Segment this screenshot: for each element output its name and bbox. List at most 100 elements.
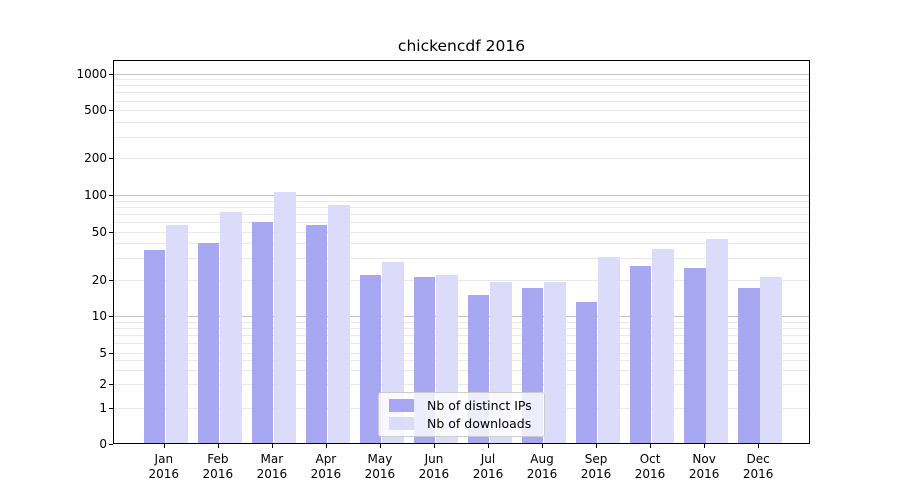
grid-line-minor (114, 370, 809, 372)
bar-downloads (274, 191, 296, 444)
y-tick-label: 0 (99, 436, 107, 451)
x-tick-year: 2016 (202, 467, 234, 481)
x-tick-label: Feb 2016 (188, 452, 248, 482)
x-tick-month: Jun (424, 452, 444, 466)
bar-downloads (166, 224, 188, 444)
bar-downloads (760, 277, 782, 444)
grid-line-minor (114, 200, 809, 202)
x-tick-label: Nov 2016 (674, 452, 734, 482)
y-tick-mark (109, 443, 113, 445)
grid-line-minor (114, 243, 809, 245)
y-tick-label: 2 (99, 377, 107, 391)
x-tick-year: 2016 (256, 467, 288, 481)
grid-line-minor (114, 258, 809, 260)
y-tick-mark (109, 279, 113, 281)
bar-distinct-ips (305, 224, 328, 444)
y-tick-mark (109, 352, 113, 354)
x-tick-mark (217, 444, 219, 448)
bar-distinct-ips (143, 250, 166, 444)
x-tick-label: Jan 2016 (134, 452, 194, 482)
bar-distinct-ips (359, 274, 382, 444)
bar-downloads (328, 205, 350, 444)
legend-swatch (389, 417, 414, 430)
x-tick-label: Jun 2016 (404, 452, 464, 482)
x-tick-mark (325, 444, 327, 448)
grid-line-minor (114, 213, 809, 215)
bar-distinct-ips (629, 265, 652, 444)
x-tick-year: 2016 (580, 467, 612, 481)
x-tick-year: 2016 (526, 467, 558, 481)
bar-distinct-ips (738, 288, 760, 444)
y-tick-label: 50 (91, 224, 107, 239)
grid-line-minor (114, 328, 809, 330)
x-tick-label: Aug 2016 (512, 452, 572, 482)
grid-line-minor (114, 360, 809, 362)
x-tick-month: Jan (154, 452, 174, 466)
x-tick-month: Jul (480, 452, 496, 466)
x-tick-label: Apr 2016 (296, 452, 356, 482)
x-tick-month: Sep (584, 452, 608, 466)
y-tick-mark (109, 73, 113, 75)
x-tick-year: 2016 (148, 467, 180, 481)
bar-distinct-ips (197, 243, 220, 444)
x-tick-mark (542, 444, 543, 448)
grid-line (114, 231, 809, 233)
x-tick-mark (379, 444, 381, 448)
x-tick-label: Jul 2016 (458, 452, 518, 482)
x-tick-label: Oct 2016 (620, 452, 680, 482)
legend-label: Nb of distinct IPs (427, 398, 532, 413)
x-tick-mark (487, 444, 489, 448)
bar-distinct-ips (251, 221, 274, 444)
y-tick-label: 10 (91, 309, 107, 324)
x-tick-month: Mar (260, 452, 284, 466)
y-tick-mark (109, 316, 113, 318)
x-tick-year: 2016 (364, 467, 396, 481)
y-tick-mark (109, 231, 113, 233)
y-tick-mark (109, 158, 113, 160)
y-tick-label: 500 (84, 103, 107, 118)
grid-line-minor (114, 137, 809, 139)
grid-line-minor (114, 343, 809, 345)
x-tick-month: Oct (639, 452, 661, 466)
x-tick-year: 2016 (418, 467, 450, 481)
x-tick-label: Mar 2016 (242, 452, 302, 482)
y-tick-label: 1 (99, 401, 107, 416)
y-tick-label: 20 (91, 272, 107, 287)
y-tick-label: 5 (99, 345, 107, 360)
x-tick-year: 2016 (472, 467, 504, 481)
x-tick-month: Nov (692, 452, 716, 466)
grid-line (114, 279, 809, 281)
x-tick-month: May (367, 452, 393, 466)
bar-downloads (220, 212, 242, 444)
grid-line-minor (114, 206, 809, 208)
y-tick-label: 100 (84, 188, 107, 202)
bar-downloads (706, 239, 728, 444)
y-tick-mark (109, 110, 113, 112)
x-tick-label: May 2016 (350, 452, 410, 482)
grid-line-minor (114, 321, 809, 323)
x-tick-month: Apr (315, 452, 337, 466)
grid-line (114, 158, 809, 160)
grid-line-minor (114, 121, 809, 123)
y-tick-mark (109, 195, 113, 196)
y-tick-mark (109, 408, 113, 410)
x-tick-year: 2016 (688, 467, 720, 481)
x-tick-label: Dec 2016 (728, 452, 788, 482)
legend-item: Nb of downloads (385, 416, 538, 431)
legend: Nb of distinct IPs Nb of downloads (378, 392, 545, 437)
y-tick-mark (109, 384, 113, 385)
grid-line-major (114, 195, 809, 196)
y-tick-label: 200 (84, 151, 107, 166)
x-tick-year: 2016 (634, 467, 666, 481)
grid-line-minor (114, 85, 809, 87)
bar-distinct-ips (684, 268, 706, 444)
y-tick-label: 1000 (76, 66, 107, 81)
x-tick-mark (271, 444, 273, 448)
x-tick-mark (758, 444, 760, 448)
x-tick-month: Dec (746, 452, 770, 466)
x-tick-month: Aug (530, 452, 554, 466)
grid-line (114, 352, 809, 354)
x-tick-month: Feb (207, 452, 229, 466)
legend-item: Nb of distinct IPs (385, 398, 538, 413)
